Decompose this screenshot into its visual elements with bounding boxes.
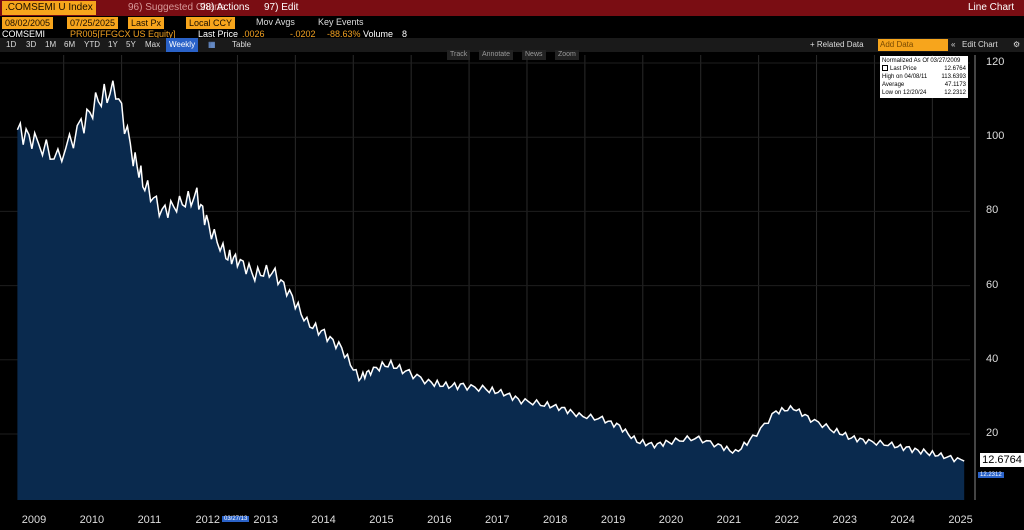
- header-bar: .COMSEMI U Index 96) Suggested Charts 98…: [0, 0, 1024, 16]
- y-tick-label: 100: [986, 130, 1005, 143]
- edit-menu[interactable]: 97) Edit: [264, 2, 299, 13]
- period-1d[interactable]: 1D: [6, 40, 17, 49]
- key-events-toggle[interactable]: Key Events: [318, 17, 364, 27]
- y-tick-label: 60: [986, 278, 999, 291]
- period-ytd[interactable]: YTD: [84, 40, 100, 49]
- change-pct-value: -88.63%: [327, 29, 361, 39]
- controls-bar: 08/02/2005 07/25/2025 Last Px Local CCY …: [0, 16, 1024, 30]
- period-bar: 1D 3D 1M 6M YTD 1Y 5Y Max Weekly ▦ Table…: [0, 38, 1024, 52]
- related-data-button[interactable]: + Related Data: [810, 40, 864, 49]
- x-tick-label: 2010: [79, 514, 105, 526]
- start-date-field[interactable]: 08/02/2005: [2, 17, 54, 29]
- gear-icon[interactable]: ⚙: [1013, 40, 1021, 49]
- x-tick-label: 2018: [542, 514, 568, 526]
- y-tick-label: 120: [986, 56, 1005, 68]
- x-tick-label: 2015: [369, 514, 394, 526]
- period-1y[interactable]: 1Y: [108, 40, 118, 49]
- collapse-icon[interactable]: «: [951, 40, 956, 49]
- add-data-input[interactable]: Add Data: [878, 39, 948, 51]
- legend-row-last: Last Price 12.6764: [882, 65, 966, 73]
- y-tick-label: 80: [986, 204, 999, 217]
- price-line: [16, 80, 965, 463]
- x-tick-label: 2022: [774, 514, 800, 526]
- period-6m[interactable]: 6M: [64, 40, 76, 49]
- x-tick-label: 2011: [137, 514, 162, 526]
- legend-title: Normalized As Of 03/27/2009: [882, 58, 961, 64]
- volume-label: Volume: [363, 29, 394, 39]
- period-3d[interactable]: 3D: [26, 40, 37, 49]
- news-tool[interactable]: News: [522, 50, 546, 60]
- legend-row-average: Average 47.1173: [882, 82, 966, 88]
- period-max[interactable]: Max: [145, 40, 161, 49]
- last-value-box: 12.6764: [980, 453, 1024, 467]
- price-field-select[interactable]: Last Px: [128, 17, 165, 29]
- track-tool[interactable]: Track: [447, 50, 471, 60]
- comparison-ticker: PR005[FFGCX US Equity]: [70, 29, 176, 39]
- crosshair-date-tag: 03/27/13: [222, 516, 250, 522]
- table-button[interactable]: Table: [232, 40, 252, 49]
- x-tick-label: 2024: [890, 514, 915, 526]
- y-tick-label: 40: [986, 352, 999, 365]
- frequency-select[interactable]: Weekly: [166, 38, 199, 52]
- x-tick-label: 2009: [21, 514, 47, 526]
- x-tick-label: 2023: [832, 514, 857, 526]
- low-value-tag: 12.2312: [978, 472, 1004, 478]
- mov-avgs-toggle[interactable]: Mov Avgs: [256, 17, 295, 27]
- change-value: -.0202: [290, 29, 316, 39]
- price-area: [17, 80, 965, 500]
- last-price-label: Last Price: [198, 29, 239, 39]
- last-price-value: .0026: [242, 29, 265, 39]
- volume-value: 8: [402, 29, 408, 39]
- x-tick-label: 2020: [658, 514, 684, 526]
- legend-row-low: Low on 12/20/24 12.2312: [882, 90, 966, 96]
- security-field[interactable]: .COMSEMI U Index: [2, 1, 96, 15]
- x-tick-label: 2019: [600, 514, 626, 526]
- suggested-charts-button[interactable]: 96) Suggested Charts: [128, 2, 226, 13]
- x-tick-label: 2016: [427, 514, 452, 526]
- y-tick-label: 20: [986, 427, 999, 439]
- chart-type-icon[interactable]: ▦: [208, 40, 216, 49]
- x-tick-label: 2012: [195, 514, 220, 526]
- zoom-tool[interactable]: Zoom: [555, 50, 579, 60]
- x-tick-label: 2017: [485, 514, 510, 526]
- chart-legend: Normalized As Of 03/27/2009 Last Price 12…: [880, 56, 968, 98]
- x-tick-label: 2025: [948, 514, 973, 526]
- end-date-field[interactable]: 07/25/2025: [67, 17, 119, 29]
- series-ticker: COMSEMI: [2, 29, 46, 39]
- period-5y[interactable]: 5Y: [126, 40, 136, 49]
- x-tick-label: 2021: [716, 514, 742, 526]
- series-info-bar: COMSEMI PR005[FFGCX US Equity] Last Pric…: [0, 29, 1024, 39]
- chart-type-label: Line Chart: [968, 2, 1015, 13]
- annotate-tool[interactable]: Annotate: [479, 50, 514, 60]
- period-1m[interactable]: 1M: [45, 40, 57, 49]
- edit-chart-button[interactable]: Edit Chart: [962, 40, 998, 49]
- actions-menu[interactable]: 98) Actions: [200, 2, 250, 13]
- x-tick-label: 2014: [311, 514, 336, 526]
- currency-select[interactable]: Local CCY: [186, 17, 236, 29]
- legend-row-high: High on 04/08/11 113.6393: [882, 74, 966, 80]
- x-tick-label: 2013: [253, 514, 278, 526]
